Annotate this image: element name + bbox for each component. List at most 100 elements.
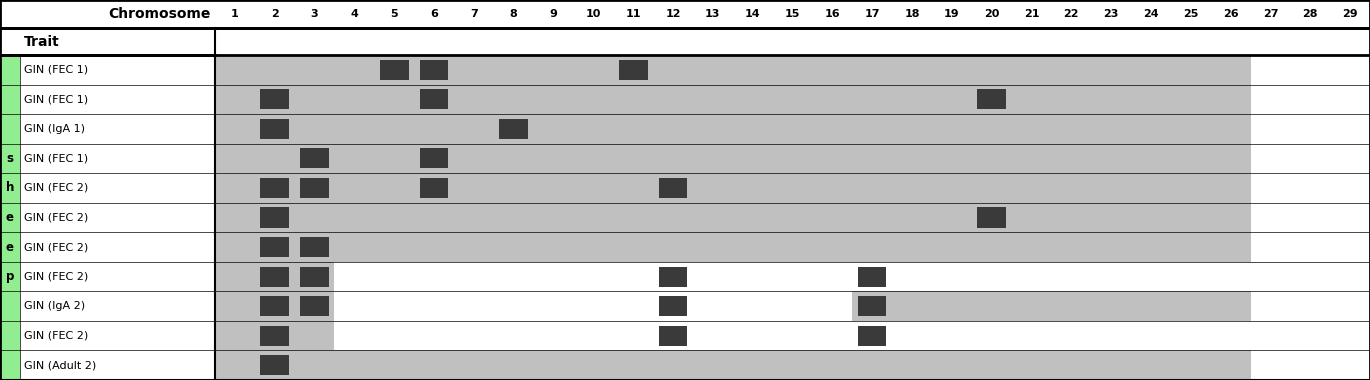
Bar — [215, 232, 1251, 262]
Text: e: e — [5, 241, 14, 253]
Text: 9: 9 — [549, 9, 558, 19]
Bar — [21, 114, 215, 144]
Text: 14: 14 — [745, 9, 760, 19]
Bar — [419, 148, 448, 168]
Bar — [260, 119, 289, 139]
Text: 26: 26 — [1223, 9, 1238, 19]
Bar — [21, 55, 215, 84]
Text: GIN (FEC 2): GIN (FEC 2) — [25, 272, 88, 282]
Bar — [215, 321, 334, 350]
Bar — [858, 326, 886, 346]
Text: 6: 6 — [430, 9, 438, 19]
Bar — [300, 237, 329, 257]
Text: 8: 8 — [510, 9, 518, 19]
Text: 25: 25 — [1184, 9, 1199, 19]
Text: 21: 21 — [1023, 9, 1040, 19]
Bar — [858, 266, 886, 287]
Bar — [215, 291, 334, 321]
Text: GIN (FEC 2): GIN (FEC 2) — [25, 212, 88, 223]
Bar — [260, 326, 289, 346]
Bar — [977, 89, 1006, 109]
Text: 10: 10 — [585, 9, 601, 19]
Text: 15: 15 — [785, 9, 800, 19]
Bar — [215, 114, 1251, 144]
Bar — [500, 119, 527, 139]
Bar — [215, 173, 1370, 203]
Bar — [21, 321, 215, 350]
Text: GIN (FEC 2): GIN (FEC 2) — [25, 331, 88, 341]
Bar — [21, 144, 215, 173]
Bar — [215, 114, 1370, 144]
Bar — [215, 262, 1370, 291]
Text: GIN (IgA 1): GIN (IgA 1) — [25, 124, 85, 134]
Text: p: p — [5, 270, 14, 283]
Text: 18: 18 — [904, 9, 919, 19]
Text: GIN (FEC 2): GIN (FEC 2) — [25, 183, 88, 193]
Bar — [619, 60, 648, 80]
Bar — [334, 321, 1251, 350]
Bar — [659, 178, 688, 198]
Bar — [215, 28, 1370, 55]
Bar — [215, 262, 334, 291]
Bar — [21, 203, 215, 232]
Bar — [215, 84, 1251, 114]
Bar — [659, 296, 688, 316]
Bar — [215, 203, 1370, 232]
Bar — [0, 28, 215, 55]
Text: 19: 19 — [944, 9, 959, 19]
Bar — [977, 207, 1006, 228]
Bar — [215, 55, 1370, 84]
Bar — [215, 144, 1251, 173]
Bar — [419, 60, 448, 80]
Text: 5: 5 — [390, 9, 399, 19]
Bar — [21, 350, 215, 380]
Bar — [21, 291, 215, 321]
Bar — [260, 296, 289, 316]
Bar — [260, 237, 289, 257]
Bar — [419, 89, 448, 109]
Bar — [21, 262, 215, 291]
Text: 22: 22 — [1063, 9, 1080, 19]
Text: 12: 12 — [666, 9, 681, 19]
Text: GIN (FEC 1): GIN (FEC 1) — [25, 65, 88, 75]
Bar — [21, 84, 215, 114]
Bar — [300, 266, 329, 287]
Text: e: e — [5, 211, 14, 224]
Text: 23: 23 — [1103, 9, 1119, 19]
Bar — [260, 178, 289, 198]
Text: GIN (FEC 1): GIN (FEC 1) — [25, 154, 88, 163]
Bar — [215, 84, 1370, 114]
Text: 28: 28 — [1303, 9, 1318, 19]
Bar — [215, 350, 1251, 380]
Text: s: s — [7, 152, 14, 165]
Bar — [260, 207, 289, 228]
Bar — [379, 60, 408, 80]
Bar — [215, 55, 1251, 84]
Bar — [215, 321, 1370, 350]
Bar — [852, 291, 1251, 321]
Text: 27: 27 — [1263, 9, 1278, 19]
Bar — [215, 291, 1370, 321]
Text: Chromosome: Chromosome — [108, 7, 211, 21]
Text: GIN (FEC 1): GIN (FEC 1) — [25, 94, 88, 104]
Text: Trait: Trait — [25, 35, 60, 49]
Bar — [858, 296, 886, 316]
Bar — [0, 55, 21, 380]
Bar — [215, 144, 1370, 173]
Text: GIN (FEC 2): GIN (FEC 2) — [25, 242, 88, 252]
Bar — [300, 148, 329, 168]
Bar — [215, 173, 1251, 203]
Bar — [300, 296, 329, 316]
Text: 16: 16 — [825, 9, 840, 19]
Text: 7: 7 — [470, 9, 478, 19]
Text: GIN (Adult 2): GIN (Adult 2) — [25, 360, 96, 370]
Bar — [260, 266, 289, 287]
Bar — [215, 350, 1370, 380]
Text: 13: 13 — [706, 9, 721, 19]
Bar — [419, 178, 448, 198]
Bar — [215, 203, 1251, 232]
Text: GIN (IgA 2): GIN (IgA 2) — [25, 301, 85, 311]
Bar — [0, 0, 1370, 28]
Text: 4: 4 — [351, 9, 359, 19]
Text: 24: 24 — [1143, 9, 1159, 19]
